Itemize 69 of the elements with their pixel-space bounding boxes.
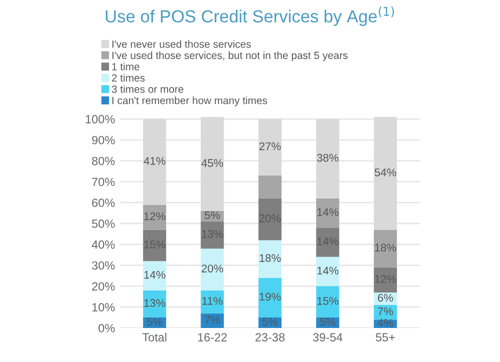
bar xyxy=(316,198,340,228)
y-tick-label: 0% xyxy=(98,324,115,332)
bar xyxy=(200,116,224,211)
x-tick-label: Total xyxy=(142,332,166,342)
legend-label: I can't remember how many times xyxy=(112,96,268,106)
y-tick-label: 60% xyxy=(92,198,115,207)
data-label: 11% xyxy=(202,297,223,305)
data-label: 6% xyxy=(378,294,394,302)
bar xyxy=(143,290,166,318)
data-label: 41% xyxy=(144,157,166,165)
bar xyxy=(258,198,282,240)
data-label: 27% xyxy=(259,142,281,150)
chart-title: Use of POS Credit Services by Age$^{(1)}$ xyxy=(106,6,394,26)
x-tick-label: 39-54 xyxy=(313,333,342,342)
data-label: 5% xyxy=(147,318,162,326)
y-tick-label: 50% xyxy=(92,220,115,228)
bar xyxy=(374,267,397,292)
bar xyxy=(143,261,166,290)
data-label: 54% xyxy=(374,168,396,176)
bar xyxy=(316,286,340,318)
data-label: 19% xyxy=(260,292,281,301)
data-label: 4% xyxy=(378,318,394,327)
data-label: 18% xyxy=(260,254,281,262)
data-label: 5% xyxy=(204,211,220,220)
bar xyxy=(258,278,282,318)
bar xyxy=(258,175,282,198)
bar xyxy=(200,221,224,249)
bar xyxy=(374,230,397,268)
legend-label: I've used those services, but not in the past 5 years xyxy=(112,51,348,62)
bar xyxy=(200,290,224,314)
bar xyxy=(143,204,166,230)
y-tick-label: 20% xyxy=(92,282,115,291)
bar xyxy=(374,116,397,230)
data-label: 15% xyxy=(317,297,338,305)
x-tick-label: 55+ xyxy=(376,333,395,342)
y-tick-label: 10% xyxy=(92,303,115,312)
data-label: 14% xyxy=(317,266,338,274)
y-tick-label: 40% xyxy=(92,240,115,249)
data-label: 14% xyxy=(317,208,338,216)
data-label: 5% xyxy=(262,318,278,326)
bar xyxy=(258,240,282,278)
y-tick-label: 70% xyxy=(92,178,115,186)
y-tick-label: 100% xyxy=(86,115,115,124)
data-label: 13% xyxy=(144,299,166,307)
data-label: 18% xyxy=(375,244,396,252)
bar xyxy=(316,119,340,198)
data-label: 7% xyxy=(204,316,220,324)
data-label: 38% xyxy=(316,154,338,162)
x-tick-label: 23-38 xyxy=(256,333,285,342)
data-label: 5% xyxy=(320,318,336,326)
bar xyxy=(143,230,166,262)
bar xyxy=(316,256,340,286)
data-label: 12% xyxy=(144,212,166,220)
data-label: 20% xyxy=(202,264,224,272)
bar xyxy=(316,228,340,257)
bar xyxy=(258,119,282,176)
data-label: 14% xyxy=(144,270,166,279)
bar xyxy=(143,119,166,205)
legend-label: 2 times xyxy=(112,74,145,82)
x-tick-label: 16-22 xyxy=(198,333,227,342)
y-tick-label: 90% xyxy=(92,136,115,144)
legend-label: 1 time xyxy=(112,62,140,70)
data-label: 45% xyxy=(201,159,224,167)
legend-label: I've never used those services xyxy=(112,40,251,48)
bar xyxy=(200,248,224,290)
data-label: 7% xyxy=(378,307,394,316)
y-tick-label: 80% xyxy=(92,156,115,166)
y-tick-label: 30% xyxy=(92,261,115,270)
legend-label: 3 times or more xyxy=(112,85,184,93)
